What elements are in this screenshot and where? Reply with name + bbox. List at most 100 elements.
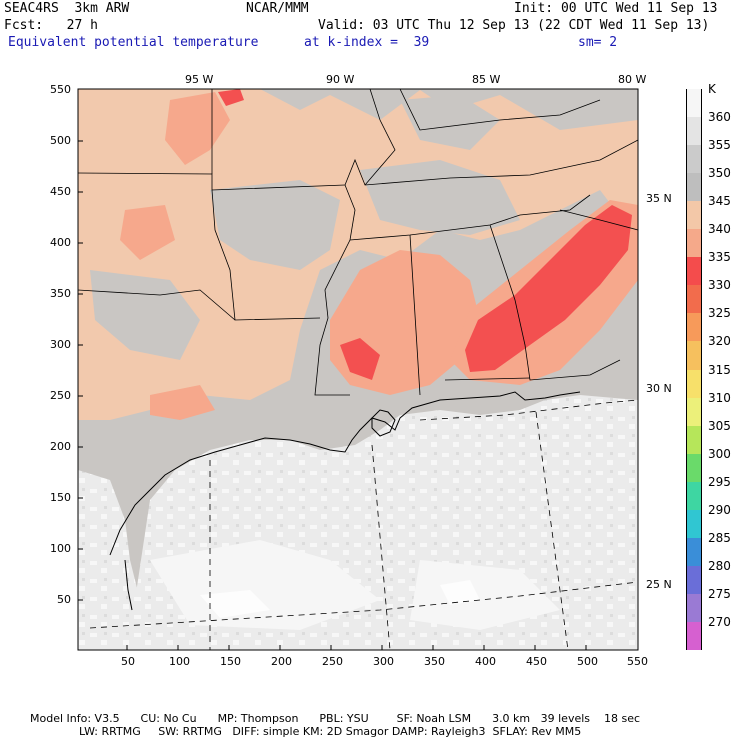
footer-physics-info: LW: RRTMG SW: RRTMG DIFF: simple KM: 2D …: [30, 725, 582, 738]
legend-label: 295: [708, 474, 731, 489]
legend-swatch: [687, 117, 701, 146]
lat-label-30n: 30 N: [646, 382, 672, 395]
x-tick: 250: [322, 655, 343, 668]
legend-swatch: [687, 453, 701, 483]
state-borders: [78, 89, 638, 396]
legend-swatch: [687, 145, 701, 174]
header-model-name: SEAC4RS 3km ARW: [4, 1, 130, 16]
legend-swatch: [687, 229, 701, 258]
header-org: NCAR/MMM: [246, 1, 309, 16]
legend-label: 355: [708, 138, 731, 153]
legend-label: 350: [708, 166, 731, 181]
legend-label: 315: [708, 362, 731, 377]
lon-label-95w: 95 W: [185, 73, 214, 86]
axis-ticks: [78, 140, 587, 650]
legend-label: 320: [708, 334, 731, 349]
x-tick: 550: [627, 655, 648, 668]
legend-label: 280: [708, 558, 731, 573]
legend-swatch: [687, 173, 701, 202]
y-tick: 450: [50, 185, 71, 198]
legend-bar: [686, 89, 702, 651]
lat-label-35n: 35 N: [646, 192, 672, 205]
lon-label-80w: 80 W: [618, 73, 647, 86]
x-tick: 500: [577, 655, 598, 668]
salmon-region: [150, 385, 215, 420]
legend-label: 310: [708, 390, 731, 405]
legend-swatch: [687, 397, 701, 427]
y-tick: 200: [50, 440, 71, 453]
legend-label: 345: [708, 194, 731, 209]
x-tick: 150: [220, 655, 241, 668]
lat-label-25n: 25 N: [646, 578, 672, 591]
y-tick: 300: [50, 338, 71, 351]
legend-label: 300: [708, 446, 731, 461]
red-region: [218, 89, 244, 106]
y-tick: 550: [50, 83, 71, 96]
header-field-name: Equivalent potential temperature: [8, 35, 259, 50]
texas-coast-islands: [124, 559, 133, 611]
legend-label: 325: [708, 306, 731, 321]
legend-swatch: [687, 425, 701, 455]
legend-swatch: [687, 201, 701, 230]
ocean-light-patch: [150, 540, 380, 630]
x-tick: 50: [121, 655, 135, 668]
legend-swatch: [687, 257, 701, 286]
header-init-time: Init: 00 UTC Wed 11 Sep 13: [514, 1, 718, 16]
salmon-region: [120, 205, 175, 260]
header-smoothing: sm= 2: [578, 35, 618, 50]
x-tick: 350: [424, 655, 445, 668]
lon-label-90w: 90 W: [326, 73, 355, 86]
header-level: at k-index = 39: [304, 35, 430, 50]
y-tick: 50: [57, 593, 71, 606]
legend-label: 305: [708, 418, 731, 433]
legend-label: 330: [708, 278, 731, 293]
legend-swatch: [687, 509, 701, 539]
legend-swatch: [687, 341, 701, 370]
legend-swatch: [687, 537, 701, 567]
lon-label-85w: 85 W: [472, 73, 501, 86]
ocean-white-patch: [200, 590, 270, 618]
legend-swatch: [687, 621, 701, 651]
x-tick: 200: [271, 655, 292, 668]
x-tick: 100: [169, 655, 190, 668]
legend-swatch: [687, 313, 701, 342]
x-tick: 300: [373, 655, 394, 668]
red-region: [465, 205, 632, 372]
legend-label: 290: [708, 502, 731, 517]
lat-lon-grid: [89, 399, 638, 650]
legend-label: 275: [708, 586, 731, 601]
legend-swatch: [687, 285, 701, 314]
red-region: [340, 338, 380, 380]
salmon-region: [165, 92, 230, 165]
legend-label: 285: [708, 530, 731, 545]
y-tick: 250: [50, 389, 71, 402]
ocean-light-patch: [410, 560, 560, 630]
y-tick: 500: [50, 134, 71, 147]
y-tick: 350: [50, 287, 71, 300]
legend-label: 335: [708, 250, 731, 265]
legend-swatch: [687, 369, 701, 399]
legend-label: 360: [708, 110, 731, 125]
legend-swatch: [687, 89, 701, 118]
y-tick: 400: [50, 236, 71, 249]
mississippi-delta: [371, 409, 396, 437]
header-forecast-hour: Fcst: 27 h: [4, 18, 98, 33]
legend-swatch: [687, 593, 701, 623]
legend-unit: K: [708, 82, 716, 96]
legend-label: 270: [708, 614, 731, 629]
legend-label: 340: [708, 222, 731, 237]
map-frame: [77, 88, 639, 651]
y-tick: 100: [50, 542, 71, 555]
legend-swatch: [687, 565, 701, 595]
ocean-white-patch: [440, 580, 480, 605]
land-gray-patch: [210, 180, 340, 270]
footer-model-info: Model Info: V3.5 CU: No Cu MP: Thompson …: [30, 712, 641, 725]
x-tick: 400: [475, 655, 496, 668]
y-tick: 150: [50, 491, 71, 504]
land-gray-patch: [360, 160, 520, 235]
land-gray-patch: [400, 95, 500, 150]
land-tan-region: [78, 89, 638, 420]
x-tick: 450: [526, 655, 547, 668]
header-valid-time: Valid: 03 UTC Thu 12 Sep 13 (22 CDT Wed …: [318, 18, 710, 33]
